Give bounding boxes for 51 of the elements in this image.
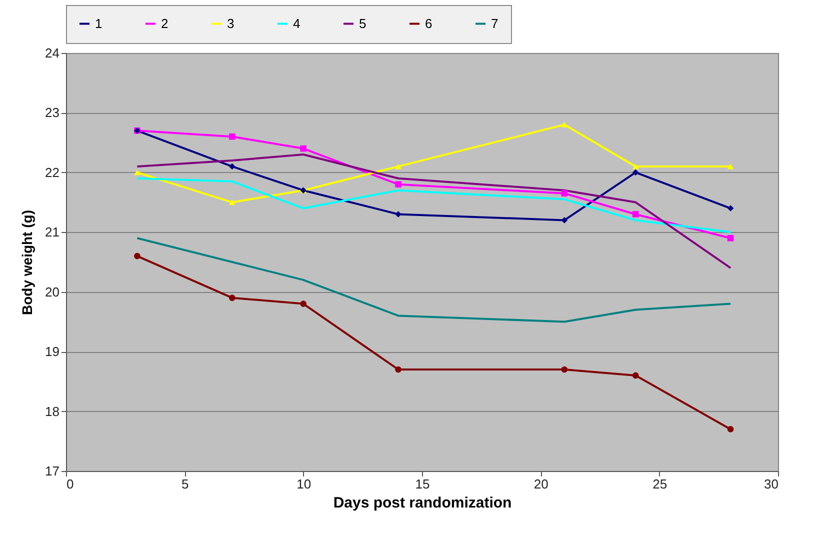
point: [134, 170, 140, 176]
point: [561, 190, 568, 196]
x-tick-label: 5: [182, 476, 189, 492]
legend-label: 5: [359, 16, 366, 31]
y-tick-label: 21: [45, 224, 60, 240]
line-series: [136, 154, 732, 269]
point: [228, 200, 236, 206]
point: [395, 366, 402, 373]
y-axis-title: Body weight (g): [19, 210, 36, 315]
point: [300, 300, 306, 307]
legend-label: 4: [293, 16, 300, 31]
point: [395, 181, 402, 188]
x-tick-label: 15: [415, 476, 430, 492]
point: [395, 211, 402, 218]
point: [134, 252, 140, 260]
legend-label: 7: [491, 16, 498, 31]
legend-label: 3: [227, 16, 234, 31]
point: [561, 122, 568, 128]
point: [727, 164, 734, 170]
point: [228, 133, 236, 140]
y-tick-label: 17: [45, 464, 60, 478]
point: [300, 145, 306, 152]
x-tick-label: 10: [296, 476, 312, 492]
point: [727, 426, 734, 432]
point: [632, 372, 639, 379]
x-tick-label: 20: [534, 476, 548, 492]
y-tick-label: 24: [45, 46, 60, 60]
y-tick-label: 20: [45, 284, 60, 300]
point: [561, 366, 568, 373]
x-axis-title: Days post randomization: [333, 494, 512, 512]
legend-label: 1: [95, 16, 102, 31]
legend-label: 2: [161, 16, 168, 31]
x-tick-label: 30: [764, 476, 778, 492]
y-tick-label: 19: [45, 344, 60, 360]
point: [561, 217, 568, 224]
y-tick-label: 22: [45, 164, 60, 180]
point: [632, 169, 639, 176]
point: [632, 164, 639, 170]
point: [632, 211, 639, 218]
line-series: [136, 177, 732, 234]
x-tick-label: 0: [66, 476, 74, 492]
point: [727, 205, 734, 212]
point: [228, 163, 236, 170]
point: [727, 234, 734, 242]
line-series: [136, 237, 732, 323]
y-tick-label: 18: [45, 404, 60, 419]
point: [395, 164, 402, 170]
point: [228, 294, 236, 301]
legend-label: 6: [425, 16, 432, 31]
y-tick-label: 23: [45, 105, 60, 120]
x-tick-label: 25: [652, 476, 668, 492]
